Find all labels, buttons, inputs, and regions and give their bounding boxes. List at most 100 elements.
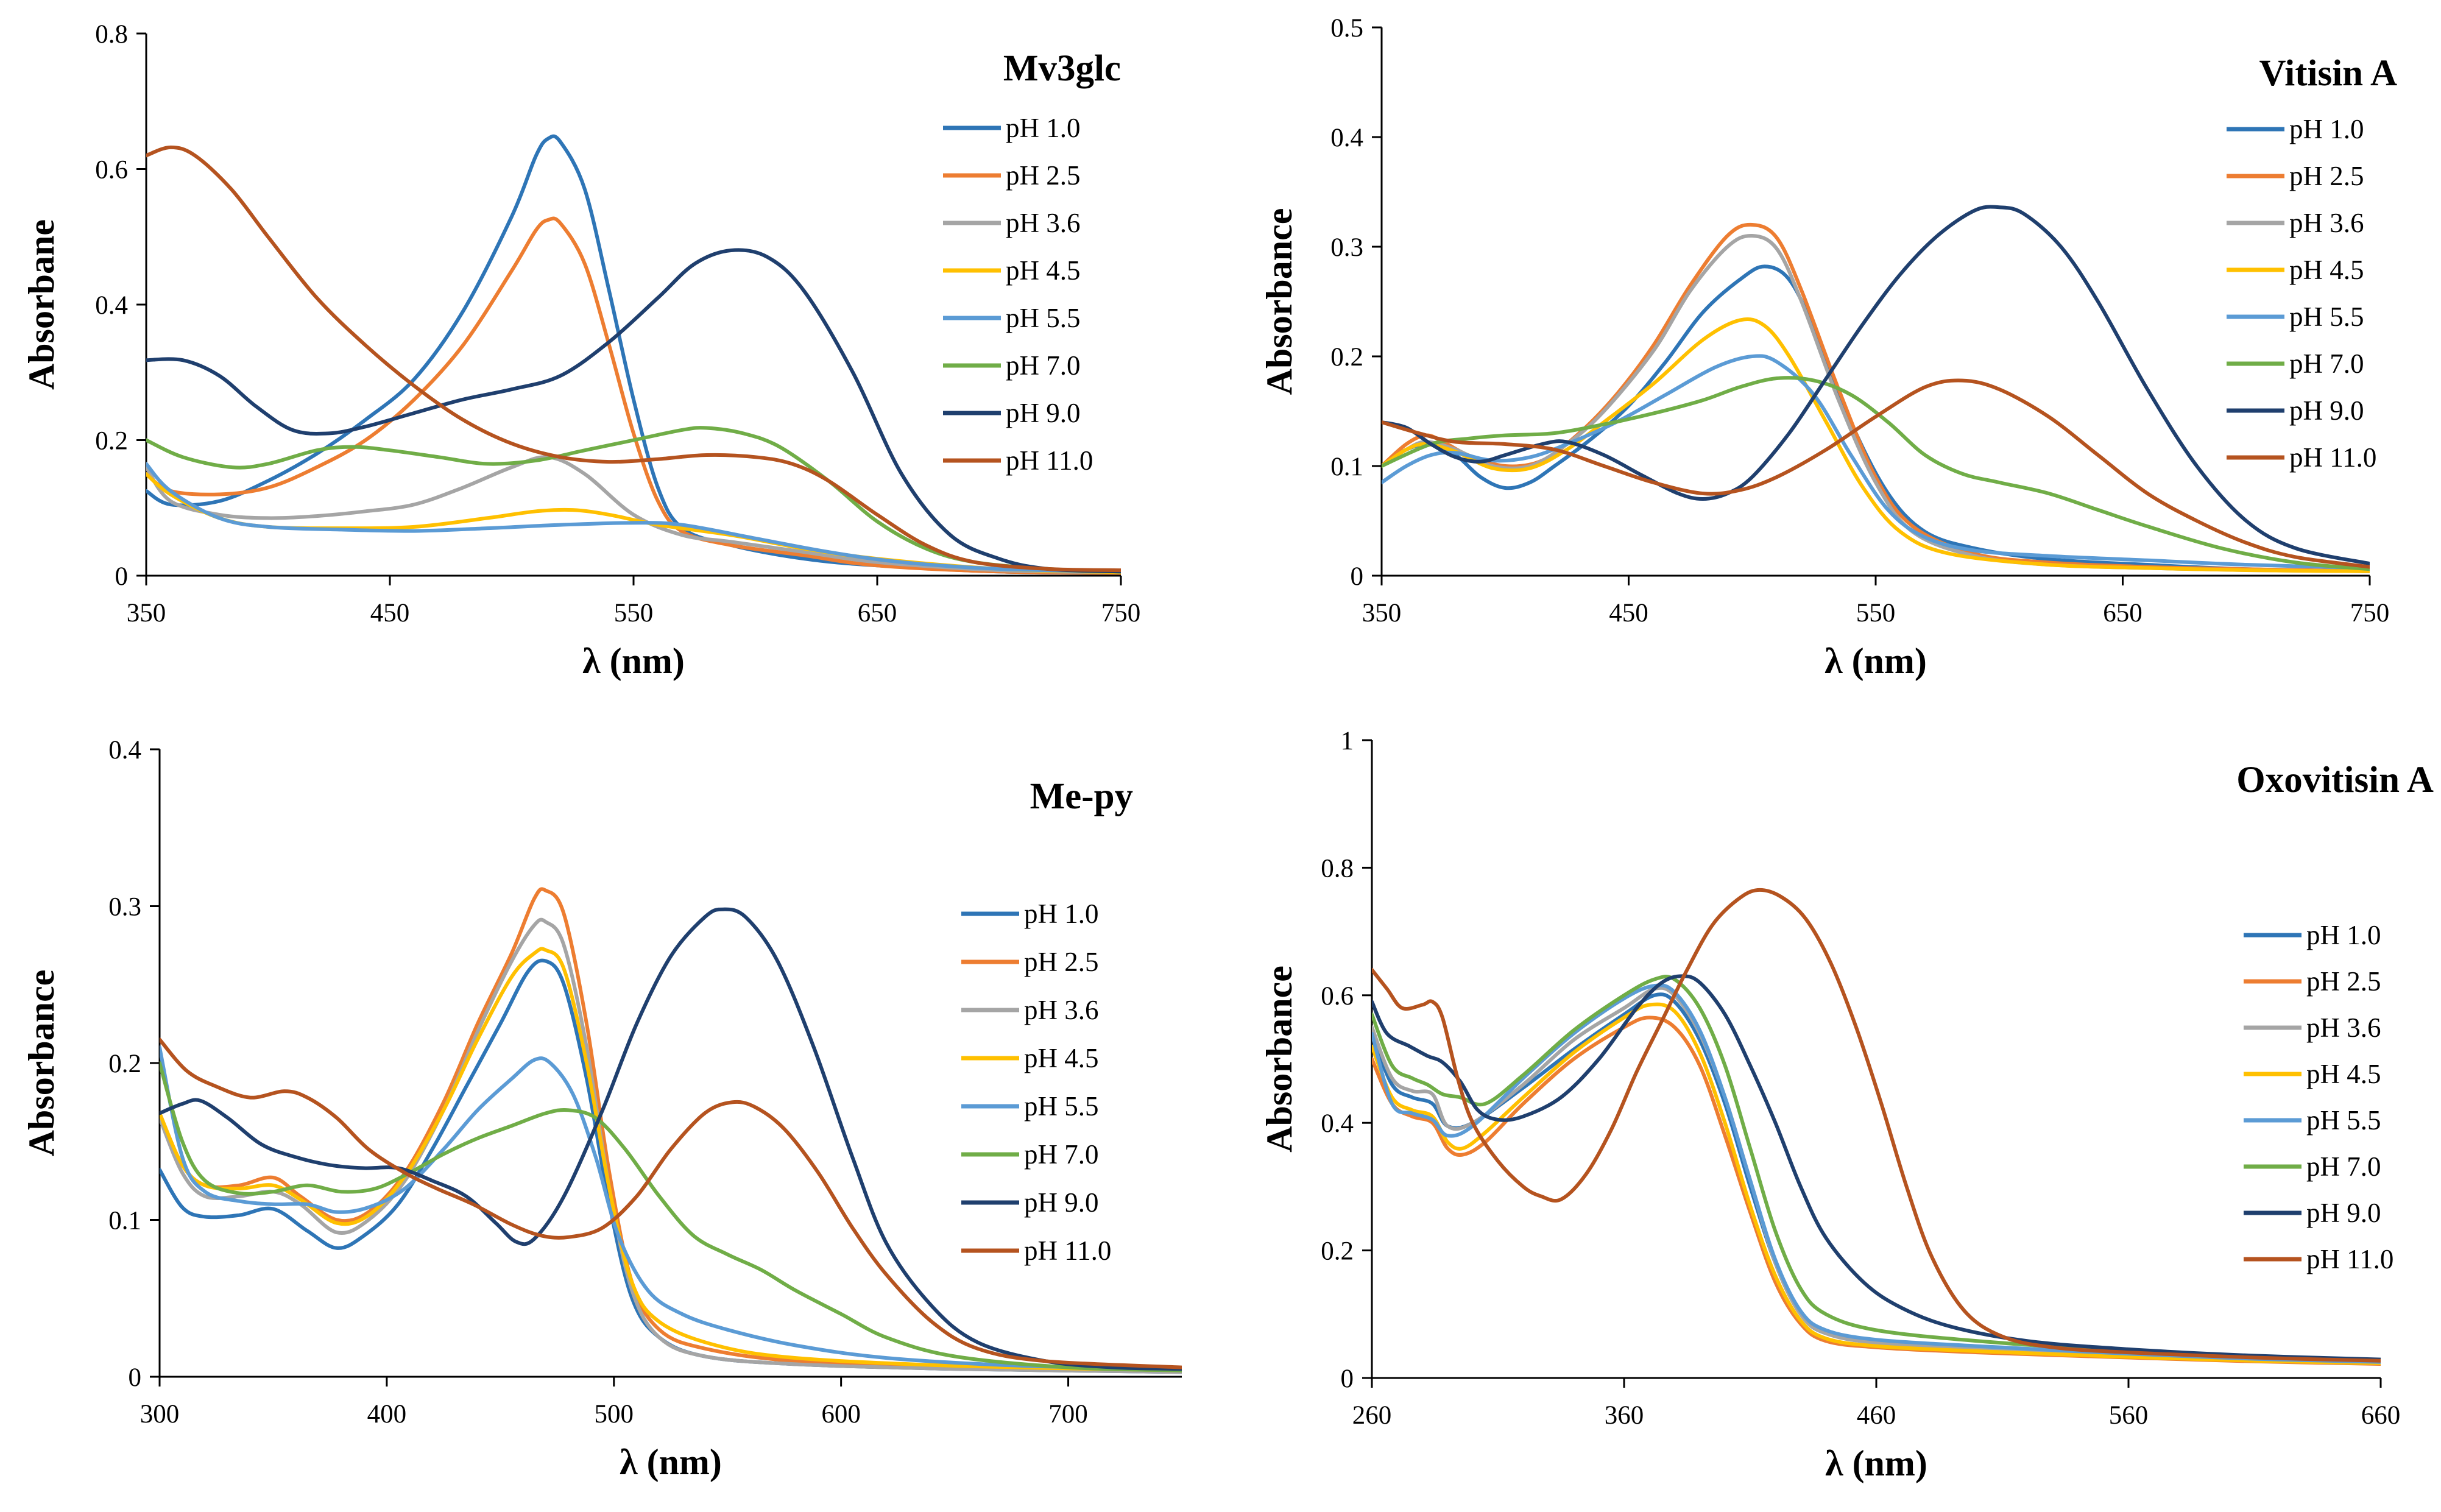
panel-mv3glc-legend-label-ph-2-5: pH 2.5 xyxy=(1006,160,1081,191)
panel-vitisin-a-series-ph-9-0 xyxy=(1382,205,2370,566)
panel-oxovitisin-a-y-tick-label: 0.2 xyxy=(1321,1237,1354,1266)
panel-me-py-y-tick-label: 0.1 xyxy=(108,1207,141,1235)
panel-oxovitisin-a-series-ph-11-0 xyxy=(1372,888,2381,1363)
panel-oxovitisin-a: 0 0.2 0.4 0.6 0.8 1 260 360 460 560 660 λ (nm) Absor… xyxy=(1259,727,2434,1483)
panel-oxovitisin-a-series-ph-5-5 xyxy=(1372,983,2381,1364)
panel-vitisin-a-series-ph-4-5 xyxy=(1382,317,2370,573)
panel-mv3glc-legend: pH 1.0 pH 2.5 pH 3.6 pH 4.5 pH 5.5 pH 7.0 pH 9… xyxy=(943,113,1093,476)
panel-me-py-series-ph-5-5 xyxy=(160,1045,1182,1371)
panel-mv3glc-series-ph-11-0 xyxy=(146,145,1121,573)
panel-vitisin-a-series-ph-2-5 xyxy=(1382,222,2370,573)
panel-vitisin-a-series-ph-11-0 xyxy=(1382,378,2370,569)
panel-me-py-series-ph-9-0 xyxy=(160,907,1182,1371)
panel-me-py-x-tick-label: 500 xyxy=(595,1400,634,1429)
panel-vitisin-a-series-ph-3-6 xyxy=(1382,233,2370,573)
panel-oxovitisin-a-y-tick-label: 0.8 xyxy=(1321,854,1354,883)
panel-oxovitisin-a-x-tick-label: 260 xyxy=(1352,1401,1392,1430)
panel-vitisin-a-series-ph-5-5 xyxy=(1382,354,2370,570)
panel-mv3glc-series-ph-7-0 xyxy=(146,426,1121,574)
panel-vitisin-a: 0 0.1 0.2 0.3 0.4 0.5 350 450 550 650 750 λ (nm) Abs… xyxy=(1259,14,2397,681)
panel-vitisin-a-legend-label-ph-3-6: pH 3.6 xyxy=(2289,208,2364,238)
panel-me-py-y-axis-title: Absorbance xyxy=(21,970,62,1157)
panel-mv3glc-x-tick-label: 650 xyxy=(858,599,897,627)
panel-mv3glc-title: Mv3glc xyxy=(1003,48,1121,89)
panel-me-py-legend-label-ph-3-6: pH 3.6 xyxy=(1024,995,1099,1025)
panel-me-py-legend-label-ph-5-5: pH 5.5 xyxy=(1024,1091,1099,1122)
panel-oxovitisin-a-series-ph-9-0 xyxy=(1372,974,2381,1362)
panel-mv3glc-y-tick-label: 0.4 xyxy=(95,291,128,320)
panel-oxovitisin-a-x-tick-label: 360 xyxy=(1605,1401,1644,1430)
panel-vitisin-a-x-tick-label: 750 xyxy=(2350,599,2390,627)
panel-me-py-series-ph-7-0 xyxy=(160,1061,1182,1372)
panel-vitisin-a-x-tick-label: 450 xyxy=(1609,599,1648,627)
panel-vitisin-a-legend-label-ph-5-5: pH 5.5 xyxy=(2289,302,2364,332)
panel-me-py-legend: pH 1.0 pH 2.5 pH 3.6 pH 4.5 pH 5.5 pH 7.0 pH 9… xyxy=(961,899,1111,1266)
panel-me-py-series-group xyxy=(160,887,1182,1374)
panel-vitisin-a-y-tick-label: 0.1 xyxy=(1330,453,1363,481)
panel-me-py-x-tick-label: 700 xyxy=(1048,1400,1088,1429)
panel-oxovitisin-a-y-tick-label: 0 xyxy=(1341,1365,1354,1393)
panel-mv3glc-legend-label-ph-3-6: pH 3.6 xyxy=(1006,208,1081,238)
panel-oxovitisin-a-legend: pH 1.0 pH 2.5 pH 3.6 pH 4.5 pH 5.5 pH 7.0 pH 9… xyxy=(2244,920,2393,1274)
panel-vitisin-a-legend-label-ph-4-5: pH 4.5 xyxy=(2289,255,2364,285)
panel-oxovitisin-a-legend-label-ph-4-5: pH 4.5 xyxy=(2306,1059,2381,1089)
panel-oxovitisin-a-legend-label-ph-11-0: pH 11.0 xyxy=(2306,1244,2393,1274)
panel-me-py-x-tick-label: 600 xyxy=(821,1400,861,1429)
panel-oxovitisin-a-series-ph-3-6 xyxy=(1372,986,2381,1365)
panel-oxovitisin-a-series-ph-4-5 xyxy=(1372,1002,2381,1365)
panel-oxovitisin-a-legend-label-ph-2-5: pH 2.5 xyxy=(2306,966,2381,997)
panel-mv3glc-legend-label-ph-4-5: pH 4.5 xyxy=(1006,255,1081,286)
panel-mv3glc-series-ph-9-0 xyxy=(146,248,1121,574)
panel-oxovitisin-a-series-ph-2-5 xyxy=(1372,1016,2381,1366)
panel-me-py-y-tick-label: 0.3 xyxy=(108,893,141,922)
panel-oxovitisin-a-series-group xyxy=(1372,888,2381,1366)
panel-mv3glc-series-ph-3-6 xyxy=(146,455,1121,574)
panel-me-py-y-tick-label: 0.2 xyxy=(108,1050,141,1078)
panel-vitisin-a-y-tick-label: 0 xyxy=(1351,562,1364,591)
panel-oxovitisin-a-x-tick-label: 660 xyxy=(2361,1401,2401,1430)
panel-mv3glc: 0 0.2 0.4 0.6 0.8 350 450 550 650 750 λ (nm) Absorb… xyxy=(21,20,1140,681)
panel-me-py-y-tick-label: 0 xyxy=(129,1363,142,1392)
panel-vitisin-a-legend-label-ph-1-0: pH 1.0 xyxy=(2289,114,2364,144)
panel-vitisin-a-y-tick-label: 0.2 xyxy=(1330,343,1363,372)
panel-mv3glc-series-ph-5-5 xyxy=(146,462,1121,574)
panel-mv3glc-y-tick-label: 0.6 xyxy=(95,156,128,185)
panel-mv3glc-x-tick-label: 450 xyxy=(370,599,410,627)
panel-oxovitisin-a-x-axis-title: λ (nm) xyxy=(1825,1443,1927,1483)
panel-vitisin-a-legend-label-ph-9-0: pH 9.0 xyxy=(2289,395,2364,426)
panel-me-py-title: Me-py xyxy=(1030,776,1133,817)
panel-me-py-legend-label-ph-1-0: pH 1.0 xyxy=(1024,899,1099,929)
panel-mv3glc-y-tick-label: 0.8 xyxy=(95,20,128,49)
panel-oxovitisin-a-y-tick-label: 0.4 xyxy=(1321,1109,1354,1138)
panel-me-py-y-tick-label: 0.4 xyxy=(108,736,141,765)
panel-vitisin-a-y-tick-label: 0.3 xyxy=(1330,233,1363,262)
panel-oxovitisin-a-legend-label-ph-5-5: pH 5.5 xyxy=(2306,1105,2381,1136)
panel-me-py-legend-label-ph-11-0: pH 11.0 xyxy=(1024,1235,1111,1266)
panel-me-py-legend-label-ph-2-5: pH 2.5 xyxy=(1024,947,1099,977)
panel-oxovitisin-a-legend-label-ph-1-0: pH 1.0 xyxy=(2306,920,2381,950)
panel-oxovitisin-a-legend-label-ph-9-0: pH 9.0 xyxy=(2306,1198,2381,1228)
panel-vitisin-a-series-ph-7-0 xyxy=(1382,376,2370,571)
panel-mv3glc-legend-label-ph-9-0: pH 9.0 xyxy=(1006,398,1081,428)
panel-oxovitisin-a-y-tick-label: 0.6 xyxy=(1321,982,1354,1011)
panel-oxovitisin-a-x-tick-label: 460 xyxy=(1857,1401,1896,1430)
panel-oxovitisin-a-legend-label-ph-7-0: pH 7.0 xyxy=(2306,1151,2381,1182)
panel-mv3glc-legend-label-ph-1-0: pH 1.0 xyxy=(1006,113,1081,143)
panel-oxovitisin-a-series-ph-1-0 xyxy=(1372,992,2381,1365)
panel-vitisin-a-title: Vitisin A xyxy=(2259,53,2397,94)
panel-me-py-series-ph-11-0 xyxy=(160,1037,1182,1369)
panel-me-py-x-tick-label: 300 xyxy=(140,1400,180,1429)
panel-mv3glc-x-tick-label: 550 xyxy=(614,599,654,627)
panel-mv3glc-y-tick-label: 0.2 xyxy=(95,427,128,456)
panel-vitisin-a-y-tick-label: 0.5 xyxy=(1330,14,1363,43)
panel-mv3glc-y-tick-label: 0 xyxy=(115,562,129,591)
panel-mv3glc-legend-label-ph-5-5: pH 5.5 xyxy=(1006,303,1081,333)
panel-vitisin-a-series-group xyxy=(1382,205,2370,573)
panel-mv3glc-series-ph-1-0 xyxy=(146,134,1121,575)
panel-mv3glc-x-axis-title: λ (nm) xyxy=(582,641,685,681)
panel-me-py-series-ph-3-6 xyxy=(160,917,1182,1374)
panel-oxovitisin-a-legend-label-ph-3-6: pH 3.6 xyxy=(2306,1012,2381,1043)
panel-me-py-x-tick-label: 400 xyxy=(367,1400,407,1429)
panel-vitisin-a-y-tick-label: 0.4 xyxy=(1330,124,1363,152)
panel-oxovitisin-a-series-ph-7-0 xyxy=(1372,975,2381,1362)
